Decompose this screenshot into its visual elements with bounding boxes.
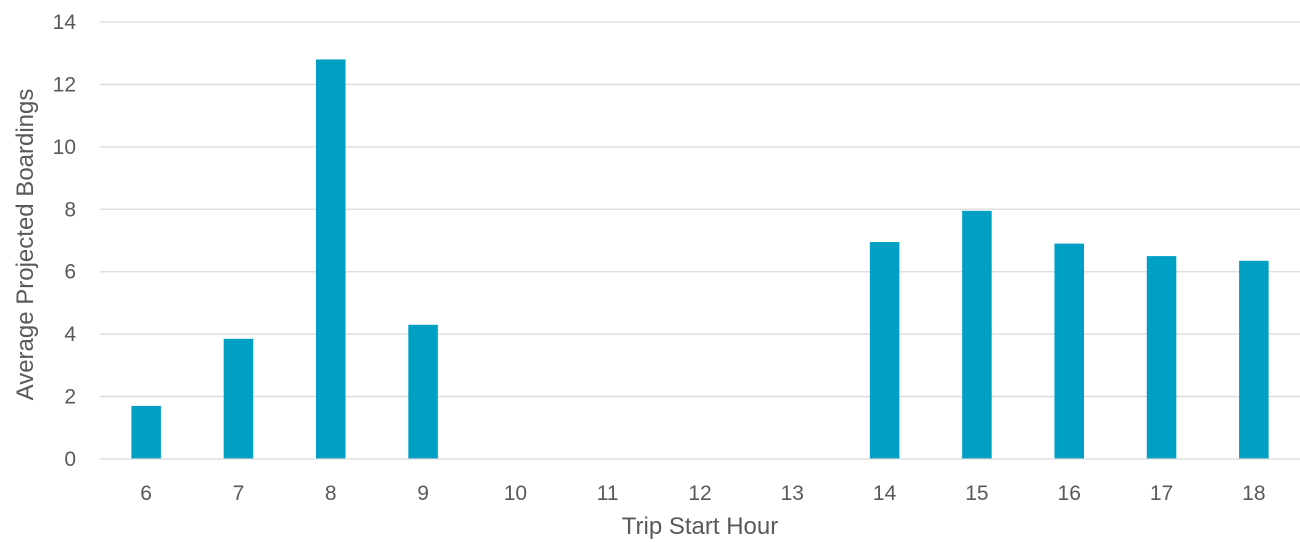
x-tick-label: 6 <box>140 482 152 505</box>
x-tick-label: 9 <box>417 482 429 505</box>
x-tick-labels: 6 7 8 9 10 11 12 13 14 15 16 17 18 <box>140 482 1265 505</box>
bar-9 <box>408 324 438 459</box>
y-tick-label: 10 <box>53 136 76 159</box>
bar-18 <box>1239 260 1269 459</box>
y-tick-label: 6 <box>64 261 76 284</box>
x-axis-title: Trip Start Hour <box>622 513 778 540</box>
x-tick-label: 16 <box>1058 482 1081 505</box>
x-tick-label: 15 <box>965 482 988 505</box>
bar-7 <box>223 338 254 459</box>
bar-6 <box>131 405 161 459</box>
x-tick-label: 11 <box>597 482 619 505</box>
y-tick-label: 8 <box>64 198 76 221</box>
x-tick-label: 18 <box>1242 482 1265 505</box>
bar-17 <box>1146 256 1177 459</box>
x-tick-label: 12 <box>688 482 711 505</box>
y-tick-label: 0 <box>64 448 76 471</box>
y-axis-title: Average Projected Boardings <box>12 89 39 401</box>
x-tick-label: 8 <box>325 482 337 505</box>
y-tick-label: 2 <box>64 386 76 409</box>
x-tick-label: 13 <box>781 482 804 505</box>
x-tick-label: 14 <box>873 482 897 505</box>
y-tick-labels: 0 2 4 6 8 10 12 14 <box>53 11 77 471</box>
y-tick-label: 12 <box>53 73 76 96</box>
bars <box>131 59 1269 459</box>
gridlines <box>100 21 1300 398</box>
y-tick-label: 14 <box>53 11 77 34</box>
y-tick-label: 4 <box>64 323 76 346</box>
x-tick-label: 10 <box>504 482 527 505</box>
x-tick-label: 17 <box>1150 482 1173 505</box>
bar-16 <box>1054 243 1084 459</box>
bar-14 <box>869 242 900 459</box>
bar-15 <box>962 210 992 459</box>
x-tick-label: 7 <box>233 482 245 505</box>
bar-8 <box>316 59 346 459</box>
